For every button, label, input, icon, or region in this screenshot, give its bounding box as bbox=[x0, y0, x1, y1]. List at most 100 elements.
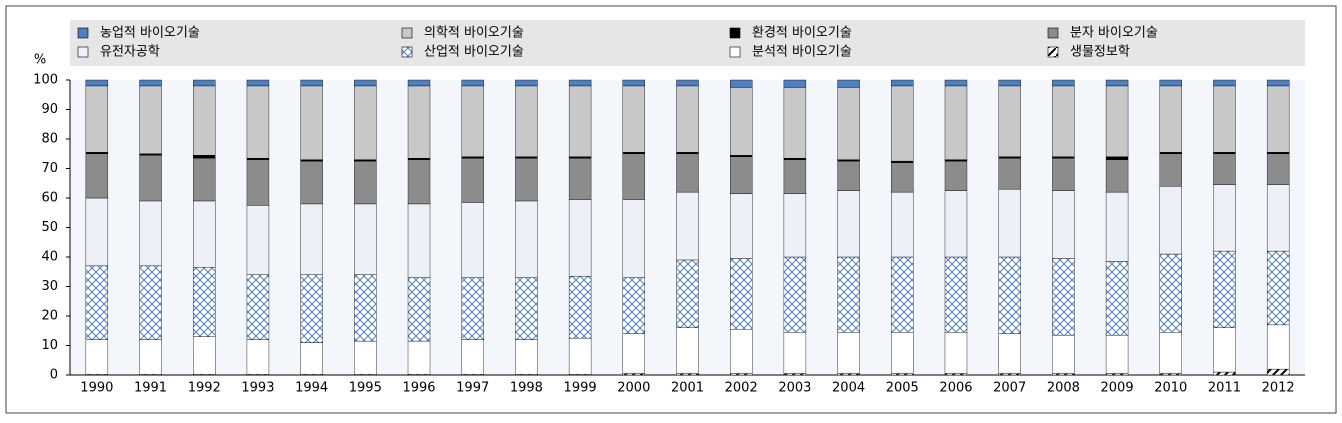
bar-segment bbox=[676, 85, 699, 153]
bar-segment bbox=[676, 191, 699, 261]
x-tick-label: 2005 bbox=[886, 381, 919, 396]
bar-segment bbox=[246, 157, 270, 160]
x-tick-label: 1995 bbox=[349, 381, 382, 396]
bar-segment bbox=[407, 159, 431, 205]
x-tick-label: 1999 bbox=[564, 381, 597, 396]
bar-segment bbox=[515, 157, 538, 202]
bar-segment bbox=[837, 373, 860, 376]
bar-segment bbox=[944, 256, 968, 333]
bar-segment bbox=[998, 256, 1021, 334]
legend-swatch bbox=[1047, 27, 1059, 39]
x-tick-label: 2003 bbox=[778, 381, 811, 396]
bar-segment bbox=[998, 373, 1021, 376]
bar-segment bbox=[85, 153, 109, 199]
x-tick-label: 2009 bbox=[1101, 381, 1134, 396]
bar-segment bbox=[783, 373, 807, 376]
bar-segment bbox=[461, 79, 484, 87]
bar-segment bbox=[891, 160, 914, 163]
bar-segment bbox=[998, 79, 1021, 87]
bar-segment bbox=[461, 156, 484, 159]
bar-segment bbox=[891, 85, 914, 162]
legend-swatch bbox=[729, 46, 741, 58]
bar-segment bbox=[193, 267, 216, 337]
bar-segment bbox=[998, 188, 1021, 258]
bar-segment bbox=[944, 159, 968, 162]
bar-segment bbox=[1105, 156, 1129, 160]
bar-segment bbox=[729, 258, 753, 330]
bar-segment bbox=[998, 157, 1021, 190]
bar-segment bbox=[1052, 190, 1075, 259]
bar-segment bbox=[354, 340, 377, 375]
bar-segment bbox=[783, 332, 807, 374]
bar-segment bbox=[354, 274, 377, 342]
bar-segment bbox=[891, 79, 914, 87]
y-tick-label: 60 bbox=[41, 191, 58, 206]
bar-segment bbox=[568, 156, 592, 159]
bar-segment bbox=[1213, 250, 1236, 329]
bar-segment bbox=[193, 155, 216, 159]
bar-segment bbox=[729, 79, 753, 88]
bar-segment bbox=[1105, 373, 1129, 376]
bar-segment bbox=[193, 85, 216, 156]
x-tick-label: 1993 bbox=[241, 381, 274, 396]
bar-segment bbox=[407, 85, 431, 159]
bar-segment bbox=[85, 79, 109, 87]
bar-segment bbox=[729, 193, 753, 259]
bar-segment bbox=[676, 259, 699, 329]
bar-segment bbox=[515, 85, 538, 157]
bar-segment bbox=[1266, 79, 1290, 87]
bar-segment bbox=[1052, 85, 1075, 157]
bar-segment bbox=[85, 265, 109, 340]
bar-segment bbox=[515, 200, 538, 278]
bar-segment bbox=[783, 79, 807, 88]
legend-label: 의학적 바이오기술 bbox=[424, 26, 524, 41]
bar-segment bbox=[622, 199, 646, 278]
bar-segment bbox=[85, 152, 109, 154]
bar-segment bbox=[568, 199, 592, 277]
bar-segment bbox=[354, 160, 377, 205]
bar-segment bbox=[1213, 85, 1236, 153]
bar-segment bbox=[729, 87, 753, 156]
bar-segment bbox=[891, 332, 914, 374]
bar-segment bbox=[85, 197, 109, 267]
legend-bg bbox=[70, 20, 1305, 66]
bar-segment bbox=[246, 79, 270, 87]
bar-segment bbox=[1213, 153, 1236, 185]
x-tick-label: 1996 bbox=[402, 381, 435, 396]
y-tick-label: 100 bbox=[33, 73, 58, 88]
y-tick-label: 20 bbox=[41, 309, 58, 324]
bar-segment bbox=[783, 159, 807, 194]
bar-segment bbox=[1266, 85, 1290, 153]
bar-segment bbox=[139, 265, 162, 340]
bar-segment bbox=[85, 85, 109, 153]
bar-segment bbox=[461, 85, 484, 157]
y-tick-label: 30 bbox=[41, 279, 58, 294]
bar-segment bbox=[676, 153, 699, 193]
bar-segment bbox=[246, 274, 270, 340]
bar-segment bbox=[676, 152, 699, 154]
bar-segment bbox=[1052, 373, 1075, 376]
y-tick-label: 10 bbox=[41, 338, 58, 353]
bar-segment bbox=[1105, 191, 1129, 262]
bar-segment bbox=[568, 85, 592, 157]
y-tick-label: 80 bbox=[41, 132, 58, 147]
bar-segment bbox=[515, 79, 538, 87]
legend-swatch bbox=[1047, 46, 1059, 58]
legend-swatch bbox=[77, 27, 89, 39]
bar-segment bbox=[139, 85, 162, 154]
bar-segment bbox=[1159, 152, 1182, 154]
bar-segment bbox=[729, 155, 753, 157]
bar-segment bbox=[676, 327, 699, 374]
bar-segment bbox=[676, 373, 699, 376]
legend-label: 분석적 바이오기술 bbox=[752, 45, 852, 60]
bar-segment bbox=[300, 203, 323, 275]
bar-segment bbox=[837, 332, 860, 374]
bar-segment bbox=[944, 85, 968, 160]
bar-segment bbox=[998, 333, 1021, 374]
legend-label: 산업적 바이오기술 bbox=[424, 45, 524, 60]
bar-segment bbox=[139, 339, 162, 375]
bar-segment bbox=[193, 200, 216, 268]
bar-segment bbox=[515, 277, 538, 340]
bar-segment bbox=[407, 203, 431, 278]
bar-segment bbox=[729, 329, 753, 374]
